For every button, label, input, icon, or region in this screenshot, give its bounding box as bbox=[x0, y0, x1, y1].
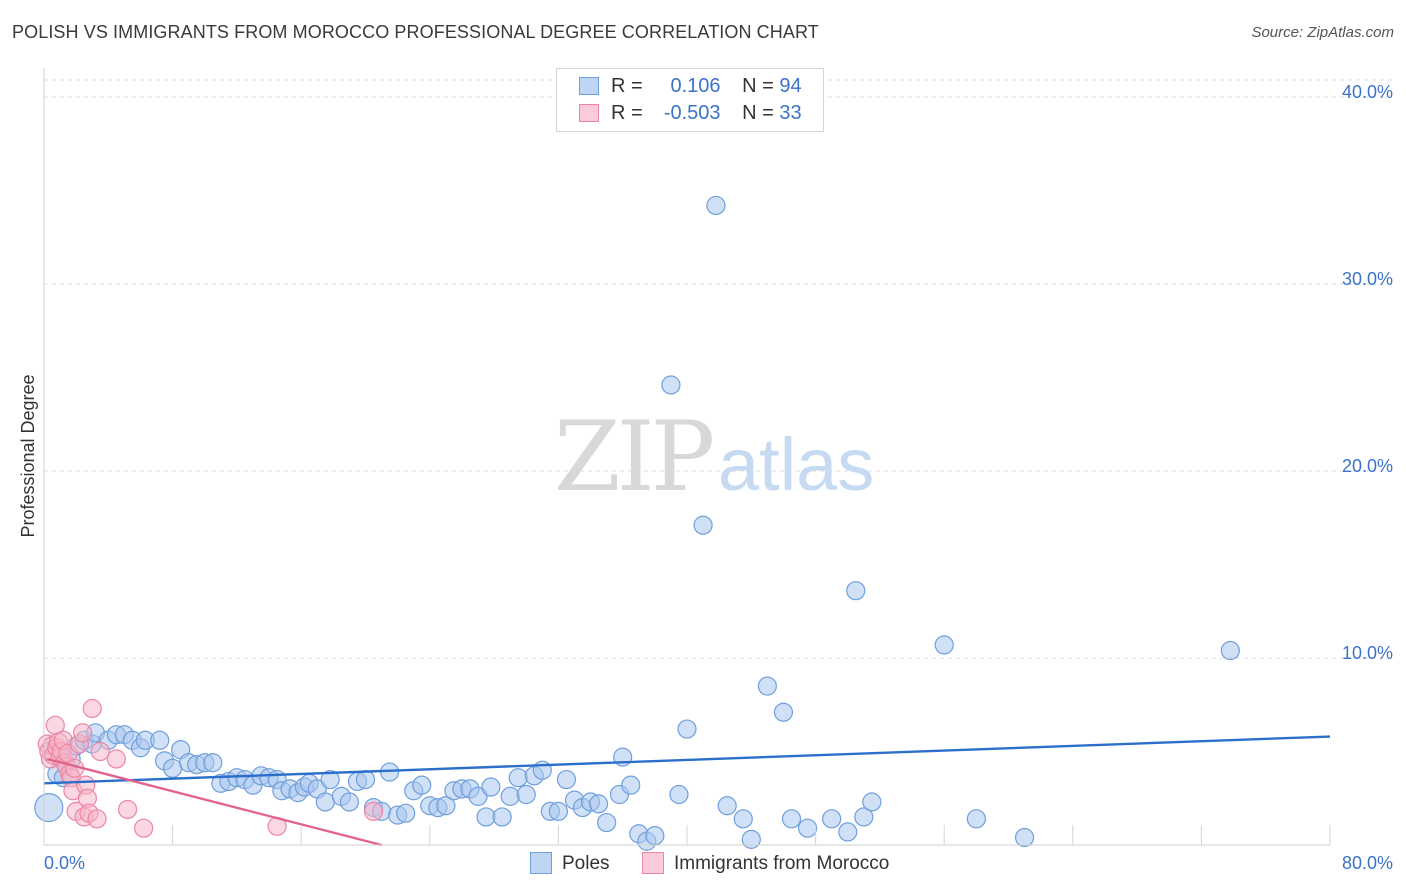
poles-point bbox=[412, 775, 432, 795]
poles-point bbox=[661, 375, 681, 395]
y-tick-label: 40.0% bbox=[1342, 82, 1393, 102]
poles-point bbox=[315, 792, 335, 812]
poles-point bbox=[320, 769, 340, 790]
poles-point bbox=[597, 812, 617, 833]
legend-n-value-morocco: 33 bbox=[779, 102, 802, 124]
poles-point bbox=[773, 702, 794, 722]
bottom-legend-swatch-morocco bbox=[642, 852, 664, 874]
poles-point bbox=[203, 753, 223, 773]
poles-point bbox=[34, 792, 64, 823]
poles-point bbox=[481, 777, 501, 797]
stats-legend: R = 0.106 N = 94 R = -0.503 N = 33 bbox=[556, 68, 824, 132]
morocco-point bbox=[134, 818, 154, 838]
grid-layer bbox=[44, 79, 1392, 659]
morocco-point bbox=[72, 723, 93, 743]
poles-point bbox=[588, 794, 609, 814]
poles-point bbox=[1220, 640, 1240, 661]
legend-n-value-poles: 94 bbox=[779, 75, 802, 97]
legend-n-label-morocco: N = bbox=[742, 102, 774, 124]
y-tick-label: 30.0% bbox=[1342, 269, 1393, 289]
legend-r-label-poles: R = bbox=[611, 75, 643, 97]
legend-row-morocco: R = -0.503 N = 33 bbox=[579, 102, 802, 126]
poles-point bbox=[854, 807, 874, 827]
morocco-point bbox=[82, 698, 102, 719]
morocco-point bbox=[117, 799, 138, 820]
poles-point bbox=[757, 676, 777, 696]
poles-point bbox=[781, 809, 802, 829]
poles-point bbox=[163, 758, 183, 778]
poles-point bbox=[476, 807, 496, 827]
poles-point bbox=[741, 829, 761, 849]
poles-point bbox=[862, 792, 882, 812]
y-tick-label: 20.0% bbox=[1342, 456, 1393, 476]
axis-layer: 10.0% 20.0% 30.0% 40.0% 0.0% 80.0% Professiona… bbox=[18, 68, 1393, 873]
bottom-legend-label-morocco: Immigrants from Morocco bbox=[674, 853, 890, 874]
legend-swatch-poles bbox=[579, 77, 599, 95]
poles-point bbox=[339, 792, 360, 812]
x-tick-label-min: 0.0% bbox=[44, 853, 85, 873]
poles-point bbox=[934, 635, 954, 655]
bottom-legend-swatch-poles bbox=[530, 852, 552, 874]
morocco-point bbox=[106, 749, 126, 769]
watermark-zip: ZIP bbox=[554, 401, 713, 513]
poles-point bbox=[717, 796, 737, 816]
x-tick-label-max: 80.0% bbox=[1342, 853, 1393, 873]
points-layer bbox=[34, 195, 1240, 851]
source-label: Source: ZipAtlas.com bbox=[1251, 24, 1394, 41]
y-tick-label: 10.0% bbox=[1342, 643, 1393, 663]
poles-point bbox=[621, 775, 641, 795]
poles-point bbox=[436, 796, 456, 816]
chart-title: POLISH VS IMMIGRANTS FROM MOROCCO PROFES… bbox=[12, 22, 819, 42]
poles-point bbox=[1014, 827, 1035, 848]
poles-point bbox=[693, 515, 713, 535]
poles-point bbox=[556, 769, 577, 790]
legend-row-poles: R = 0.106 N = 94 bbox=[579, 75, 802, 99]
bottom-legend-poles: Poles bbox=[530, 852, 610, 875]
poles-point bbox=[838, 822, 858, 842]
watermark: ZIP atlas bbox=[554, 401, 874, 513]
poles-point bbox=[966, 809, 986, 829]
poles-point bbox=[822, 809, 842, 829]
morocco-point bbox=[363, 801, 384, 821]
y-axis-title: Professional Degree bbox=[18, 374, 38, 537]
morocco-point bbox=[90, 741, 110, 762]
legend-r-value-poles: 0.106 bbox=[670, 75, 721, 97]
legend-r-value-morocco: -0.503 bbox=[663, 102, 721, 124]
poles-point bbox=[468, 786, 488, 806]
poles-point bbox=[733, 809, 753, 829]
poles-point bbox=[492, 807, 512, 827]
legend-swatch-morocco bbox=[579, 104, 599, 122]
poles-point bbox=[846, 581, 866, 601]
morocco-trend-line bbox=[46, 757, 382, 847]
poles-point bbox=[677, 719, 697, 739]
poles-point bbox=[516, 784, 536, 805]
poles-point bbox=[645, 826, 665, 846]
poles-point bbox=[508, 768, 528, 788]
bottom-legend-label-poles: Poles bbox=[562, 853, 610, 874]
poles-point bbox=[150, 730, 170, 750]
poles-point bbox=[548, 801, 569, 821]
poles-point bbox=[396, 803, 416, 823]
poles-trend-line bbox=[43, 735, 1331, 785]
bottom-legend-morocco: Immigrants from Morocco bbox=[642, 852, 889, 875]
poles-point bbox=[500, 786, 520, 806]
watermark-atlas: atlas bbox=[718, 423, 874, 506]
poles-point bbox=[706, 195, 726, 216]
legend-n-label-poles: N = bbox=[742, 75, 774, 97]
poles-point bbox=[797, 818, 818, 838]
trend-layer bbox=[43, 735, 1331, 847]
legend-r-label-morocco: R = bbox=[611, 102, 643, 124]
morocco-point bbox=[87, 809, 107, 829]
poles-point bbox=[355, 769, 376, 790]
poles-point bbox=[669, 784, 689, 805]
